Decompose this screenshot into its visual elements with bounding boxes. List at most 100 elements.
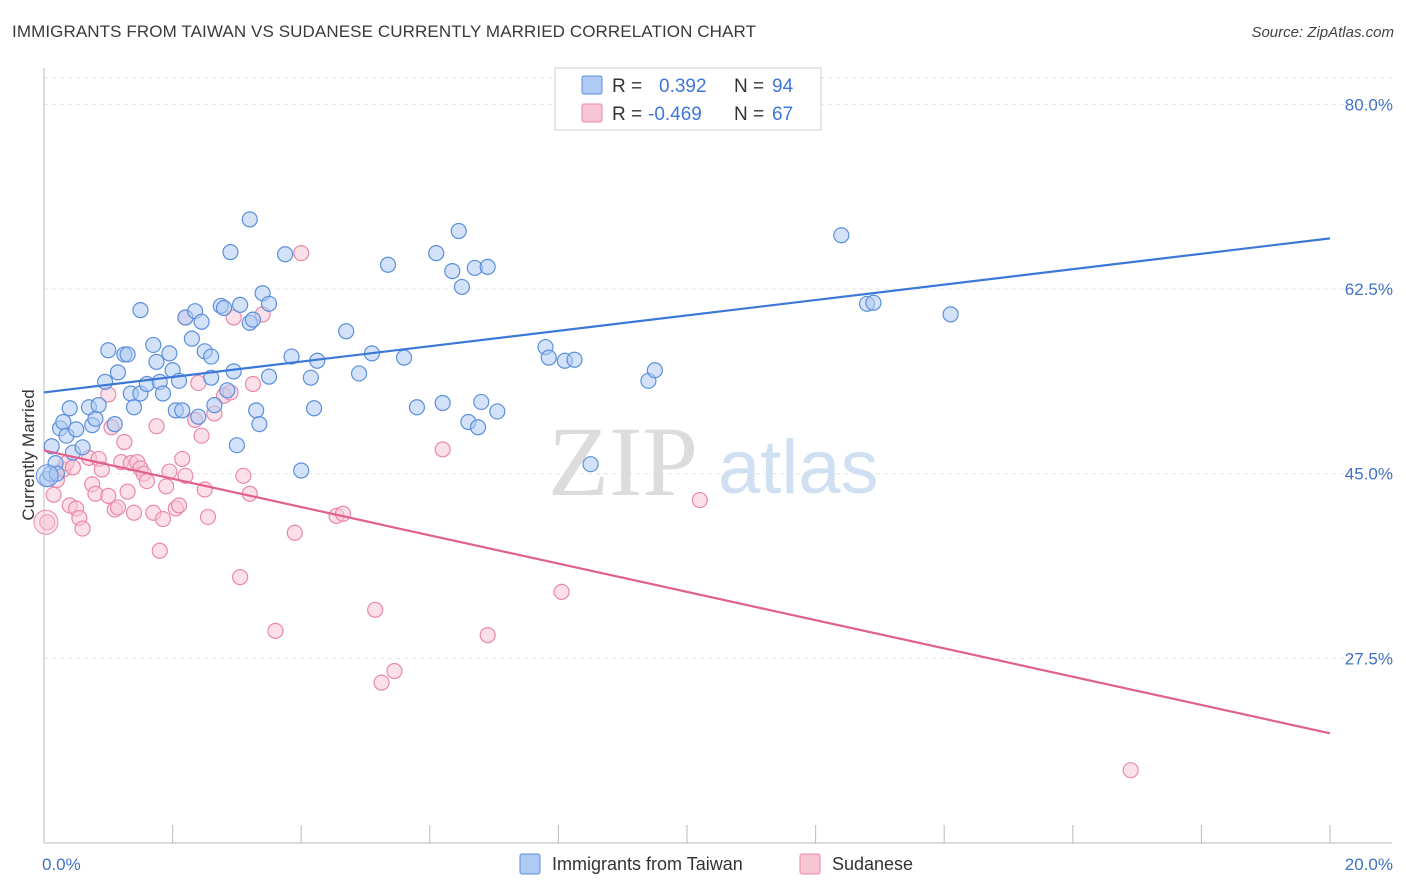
sudanese-point: [125, 504, 143, 521]
sudanese-point: [93, 461, 110, 478]
taiwan-point: [203, 348, 220, 365]
taiwan-point: [566, 351, 583, 368]
correlation-legend: R = 0.392 N = 94 R = -0.469 N = 67: [554, 67, 822, 131]
taiwan-point: [215, 299, 233, 317]
taiwan-point: [125, 399, 143, 416]
sudanese-point: [158, 478, 175, 495]
taiwan-point: [434, 394, 451, 412]
taiwan-point: [193, 313, 210, 330]
taiwan-point: [479, 258, 496, 275]
sudanese-point: [39, 514, 56, 531]
sudanese-point: [100, 487, 117, 504]
taiwan-point: [473, 393, 490, 411]
taiwan-point: [190, 408, 207, 425]
sudanese-trend-line: [43, 449, 1331, 735]
sudanese-point: [33, 509, 59, 535]
taiwan-point: [248, 402, 265, 419]
legend-swatch-sudanese: [581, 103, 603, 123]
taiwan-point: [338, 323, 355, 340]
bottom-legend-label-sudanese: Sudanese: [832, 854, 913, 874]
taiwan-point: [283, 348, 300, 365]
trend-lines: [43, 237, 1331, 735]
bottom-legend-swatch-taiwan: [519, 853, 541, 875]
sudanese-point: [691, 491, 708, 509]
taiwan-point: [453, 278, 471, 296]
sudanese-point: [293, 245, 310, 262]
y-tick-label: 45.0%: [1345, 465, 1393, 484]
x-tick-label-max: 20.0%: [1345, 855, 1393, 874]
taiwan-point: [219, 382, 236, 399]
sudanese-point: [170, 497, 188, 514]
watermark: ZIP atlas: [548, 406, 879, 517]
y-axis-title: Currently Married: [19, 389, 38, 520]
legend-n-value-2: 67: [772, 104, 793, 125]
taiwan-point: [183, 330, 200, 347]
y-tick-label: 27.5%: [1345, 649, 1393, 668]
legend-r-label-2: R =: [612, 104, 642, 125]
sudanese-point: [199, 508, 217, 526]
sudanese-point: [334, 505, 352, 522]
taiwan-point: [61, 400, 78, 417]
taiwan-point: [154, 385, 172, 402]
taiwan-point: [646, 362, 663, 379]
taiwan-point: [161, 345, 178, 362]
series-legend: Immigrants from Taiwan Sudanese: [519, 853, 913, 875]
sudanese-point: [74, 520, 91, 537]
legend-r-value-2: -0.469: [648, 104, 702, 125]
taiwan-point: [109, 364, 127, 381]
taiwan-point: [43, 438, 60, 455]
sudanese-point: [174, 450, 191, 468]
sudanese-point: [1122, 762, 1139, 779]
taiwan-point: [350, 365, 368, 382]
taiwan-point: [302, 369, 319, 386]
sudanese-point: [64, 459, 82, 476]
watermark-zip: ZIP: [548, 406, 698, 517]
taiwan-point: [119, 346, 136, 363]
taiwan-point: [833, 227, 850, 244]
taiwan-point: [232, 296, 249, 313]
sudanese-point: [148, 418, 165, 435]
sudanese-point: [45, 486, 62, 503]
taiwan-point: [293, 462, 310, 479]
sudanese-point: [151, 542, 168, 559]
axes: [43, 68, 1392, 844]
sudanese-point: [232, 568, 249, 586]
sudanese-point: [193, 427, 210, 444]
sudanese-point: [286, 524, 303, 541]
taiwan-point: [96, 373, 114, 390]
legend-r-label-1: R =: [612, 76, 642, 97]
taiwan-point: [395, 349, 413, 366]
sudanese-point: [434, 441, 451, 458]
sudanese-point: [109, 499, 127, 516]
taiwan-points: [35, 211, 959, 488]
y-tick-label: 80.0%: [1345, 95, 1393, 114]
taiwan-point: [444, 262, 461, 280]
taiwan-point: [145, 336, 162, 354]
sudanese-point: [154, 510, 172, 528]
y-tick-label: 62.5%: [1345, 280, 1393, 299]
sudanese-point: [119, 483, 136, 500]
taiwan-point: [277, 246, 294, 263]
taiwan-point: [244, 311, 262, 328]
sudanese-point: [177, 467, 194, 484]
taiwan-point: [68, 421, 85, 438]
chart-title: IMMIGRANTS FROM TAIWAN VS SUDANESE CURRE…: [12, 22, 757, 41]
sudanese-point: [553, 583, 570, 600]
taiwan-point: [148, 353, 165, 370]
taiwan-point: [251, 415, 268, 433]
sudanese-point: [267, 622, 284, 640]
taiwan-point: [100, 342, 117, 359]
taiwan-point: [540, 349, 557, 366]
sudanese-point: [367, 601, 384, 618]
sudanese-point: [479, 627, 496, 644]
sudanese-point: [386, 662, 403, 680]
taiwan-point: [228, 437, 245, 454]
taiwan-point: [379, 256, 397, 273]
taiwan-point: [428, 245, 445, 262]
taiwan-point: [450, 222, 467, 240]
y-tick-labels: 27.5% 45.0% 62.5% 80.0%: [1345, 95, 1393, 668]
watermark-atlas: atlas: [718, 425, 879, 510]
x-tick-label-min: 0.0%: [42, 855, 81, 874]
taiwan-point: [206, 397, 223, 414]
